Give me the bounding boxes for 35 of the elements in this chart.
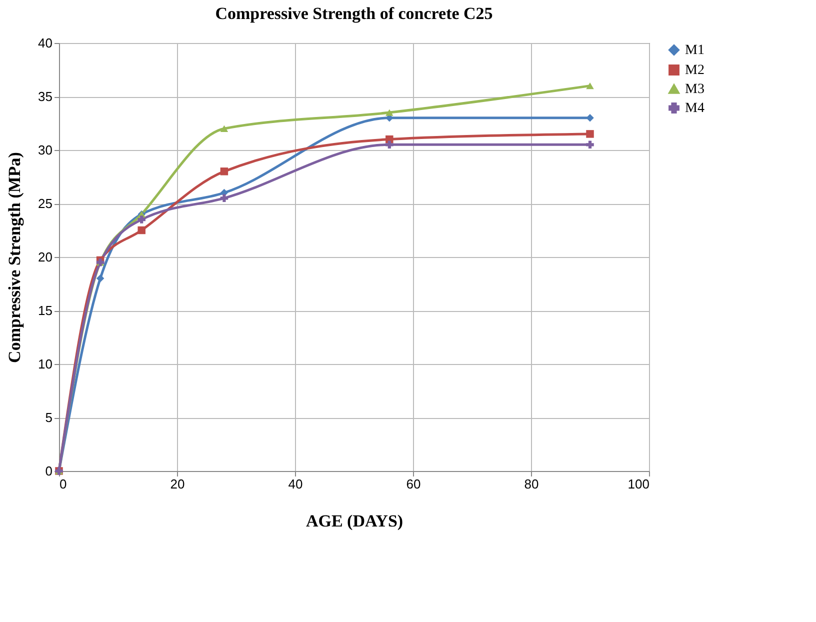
y-axis-title: Compressive Strength (MPa) [5, 152, 24, 363]
y-tick-label: 10 [38, 356, 52, 372]
point [386, 140, 394, 149]
legend-label: M1 [685, 43, 704, 58]
legend-label: M2 [685, 63, 704, 78]
point [220, 125, 228, 132]
y-tick-label: 15 [38, 303, 52, 318]
point [586, 82, 594, 90]
legend-label: M4 [685, 101, 704, 116]
legend-label: M3 [685, 82, 704, 97]
x-tick-label: 80 [524, 476, 539, 492]
y-tick-label: 5 [45, 410, 52, 425]
x-tick-label: 20 [170, 476, 185, 492]
y-tick-label: 20 [38, 250, 52, 264]
y-tick-label: 40 [38, 36, 52, 50]
x-axis-title: AGE (DAYS) [306, 512, 404, 530]
chart-title: Compressive Strength of concrete C25 [215, 4, 493, 23]
point [96, 274, 104, 282]
x-tick-label: 0 [60, 476, 67, 492]
y-tick-label: 25 [38, 196, 52, 211]
point [220, 168, 228, 176]
x-tick-label: 60 [406, 476, 421, 492]
point [586, 140, 594, 149]
y-tick-label: 30 [38, 142, 52, 158]
y-tick-label: 0 [45, 464, 52, 478]
x-tick-label: 40 [288, 476, 303, 492]
point [138, 226, 146, 234]
point [220, 194, 228, 202]
point [586, 130, 594, 138]
point [586, 114, 594, 122]
point [386, 135, 394, 144]
x-tick-label: 100 [628, 476, 650, 492]
point [386, 109, 394, 116]
y-tick-label: 35 [38, 89, 52, 104]
point [138, 216, 146, 224]
